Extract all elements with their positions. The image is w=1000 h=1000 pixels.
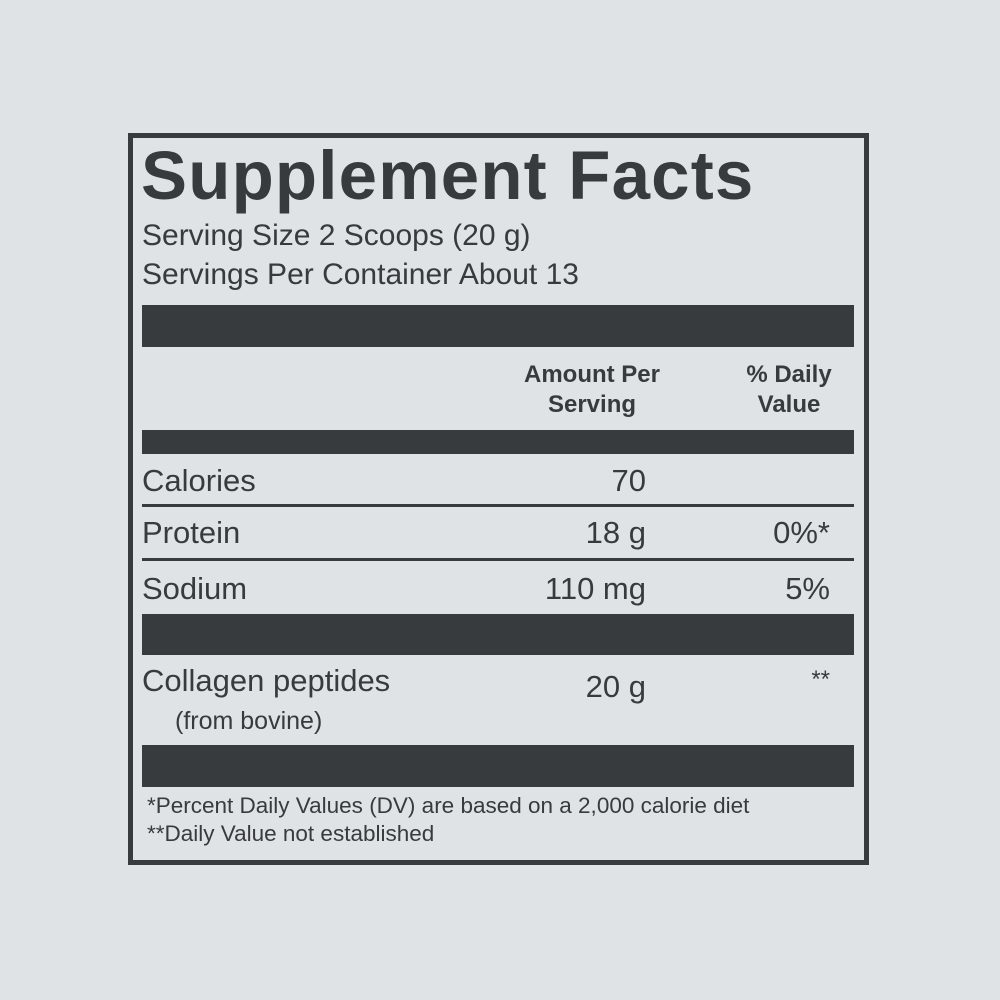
serving-size: Serving Size 2 Scoops (20 g): [142, 219, 531, 252]
row-amount-protein: 18 g: [585, 515, 646, 550]
amount-header-line1: Amount Per: [523, 361, 660, 388]
row-name-sodium: Sodium: [142, 571, 248, 606]
row-dv-sodium: 5%: [785, 571, 830, 606]
row-name-calories: Calories: [142, 463, 256, 498]
divider-bar: [142, 745, 854, 787]
divider-bar: [142, 614, 854, 655]
dv-header-line2: Value: [757, 391, 821, 418]
divider-bar: [142, 430, 854, 454]
divider-bar: [142, 305, 854, 347]
servings-per-container: Servings Per Container About 13: [142, 258, 579, 291]
footnote-not-established: **Daily Value not established: [147, 821, 435, 846]
panel-title: Supplement Facts: [141, 137, 755, 214]
amount-header-line2: Serving: [547, 391, 637, 418]
row-name-protein: Protein: [142, 515, 241, 550]
ingredient-name: Collagen peptides: [142, 663, 391, 698]
ingredient-dv: **: [811, 666, 830, 693]
row-divider: [142, 558, 854, 561]
dv-header-line1: % Daily: [746, 361, 832, 388]
row-amount-calories: 70: [611, 463, 646, 498]
row-divider: [142, 504, 854, 507]
row-dv-protein: 0%*: [773, 515, 830, 550]
ingredient-amount: 20 g: [585, 669, 646, 704]
footnote-dv: *Percent Daily Values (DV) are based on …: [147, 793, 750, 818]
dv-header: % Daily Value: [719, 360, 859, 420]
ingredient-source: (from bovine): [175, 707, 323, 735]
amount-header: Amount Per Serving: [492, 360, 692, 420]
row-amount-sodium: 110 mg: [544, 571, 646, 606]
supplement-facts-panel: [128, 133, 869, 865]
